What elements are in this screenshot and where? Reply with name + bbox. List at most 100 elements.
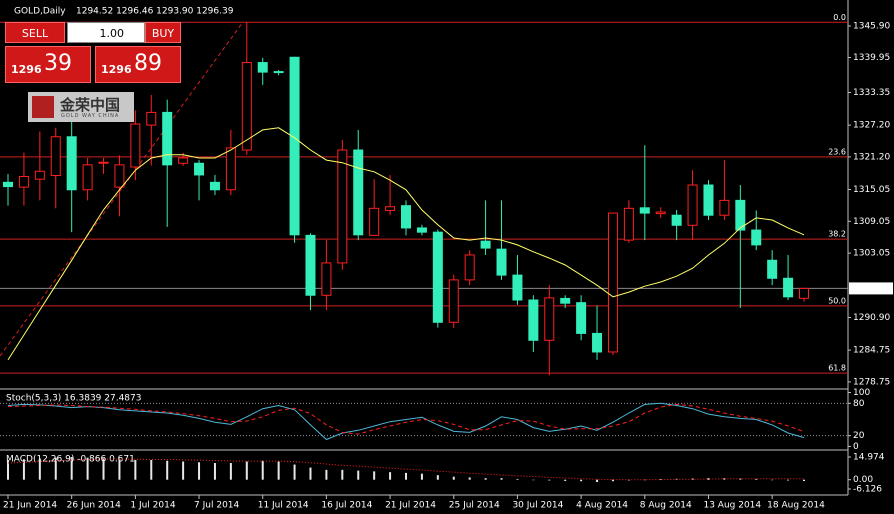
candle-body — [687, 184, 698, 226]
candle-body — [592, 332, 603, 353]
lots-input[interactable]: 1.00 — [67, 22, 145, 43]
macd-bar — [229, 463, 232, 480]
macd-bar — [787, 479, 790, 481]
candle-body — [512, 274, 523, 301]
candle-body — [607, 212, 618, 353]
ask-price[interactable]: 1296 89 — [95, 46, 181, 83]
y-tick-label: 0 — [853, 442, 859, 452]
candle-body — [146, 111, 157, 126]
macd-bar — [86, 457, 89, 480]
y-tick-label: -6.126 — [853, 485, 882, 495]
x-tick-label: 13 Aug 2014 — [703, 501, 761, 511]
macd-bar — [500, 478, 503, 480]
x-tick-label: 21 Jul 2014 — [385, 501, 436, 511]
macd-bar — [309, 467, 312, 480]
fib-label: 61.8 — [828, 364, 846, 373]
logo: 金荣中国 GOLD WAY CHINA — [28, 92, 134, 122]
candle-body — [50, 136, 61, 176]
macd-bar — [468, 477, 471, 480]
macd-bar — [373, 471, 376, 480]
candle-body — [655, 211, 666, 215]
macd-bar — [389, 472, 392, 480]
candle-body — [544, 297, 555, 341]
ask-small: 89 — [134, 51, 162, 76]
fib-label: 23.6 — [828, 147, 846, 156]
candle-body — [82, 164, 93, 191]
y-tick-label: 1284.75 — [853, 346, 890, 356]
macd-bar — [182, 461, 185, 480]
y-tick-label: 1290.90 — [853, 313, 890, 323]
candle-body — [576, 302, 587, 334]
macd-bar — [70, 457, 73, 480]
macd-bar — [564, 479, 567, 481]
fib-label: 50.0 — [828, 296, 846, 305]
candle-body — [34, 170, 45, 180]
candle-body — [209, 181, 220, 191]
x-tick-label: 4 Aug 2014 — [576, 501, 628, 511]
macd-bar — [643, 479, 646, 481]
stoch-title: Stoch(5,3,3) 16.3839 27.4873 — [6, 394, 141, 404]
macd-bar — [436, 475, 439, 480]
macd-bar — [38, 458, 41, 480]
bid-price[interactable]: 1296 39 — [5, 46, 91, 83]
macd-bar — [659, 478, 662, 480]
y-tick-label: 1303.05 — [853, 249, 890, 259]
candle-body — [783, 277, 794, 298]
macd-bar — [484, 478, 487, 480]
x-tick-label: 30 Jul 2014 — [512, 501, 563, 511]
candle-body — [353, 149, 364, 236]
macd-bar — [596, 479, 599, 482]
candle-body — [385, 206, 396, 211]
buy-button[interactable]: BUY — [145, 22, 181, 43]
candle-body — [289, 56, 300, 236]
sell-button[interactable]: SELL — [5, 22, 65, 43]
candle-body — [560, 297, 571, 304]
x-tick-label: 1 Jul 2014 — [130, 501, 175, 511]
macd-bar — [691, 478, 694, 480]
macd-bar — [803, 479, 805, 482]
stoch-line — [7, 402, 805, 441]
macd-signal — [7, 458, 804, 481]
x-tick-label: 7 Jul 2014 — [194, 501, 239, 511]
macd-bar — [516, 478, 519, 480]
bid-big: 1296 — [11, 63, 42, 76]
candle-body — [735, 199, 746, 231]
x-tick-label: 21 Jun 2014 — [3, 501, 57, 511]
x-tick-label: 25 Jul 2014 — [449, 501, 500, 511]
candle-body — [98, 161, 109, 164]
macd-bar — [134, 459, 137, 480]
stoch-line — [7, 403, 805, 435]
macd-bar — [420, 473, 423, 480]
y-tick-label: 1315.05 — [853, 185, 890, 195]
macd-bar — [277, 461, 280, 480]
candle-body — [703, 184, 714, 216]
macd-bar — [325, 469, 328, 480]
candle-body — [3, 181, 13, 188]
candle-body — [639, 207, 650, 214]
candle-body — [241, 62, 252, 151]
macd-bar — [755, 478, 758, 480]
y-tick-label: 80 — [853, 399, 865, 409]
candle-body — [496, 248, 507, 276]
candle-body — [767, 259, 778, 279]
y-tick-label: 1345.90 — [853, 21, 890, 31]
candle-body — [751, 229, 762, 246]
candle-body — [130, 123, 141, 168]
quote: 1294.52 1296.46 1293.90 1296.39 — [76, 7, 234, 17]
macd-bar — [357, 470, 360, 480]
macd-bar — [293, 464, 296, 480]
candle-body — [416, 227, 427, 233]
x-tick-label: 8 Aug 2014 — [640, 501, 692, 511]
macd-bar — [548, 479, 551, 481]
candle-body — [273, 71, 284, 74]
y-tick-label: 20 — [853, 431, 865, 441]
candle-body — [194, 162, 205, 176]
macd-bar — [22, 459, 25, 480]
macd-bar — [611, 479, 614, 482]
candle-body — [178, 157, 189, 164]
y-tick-label: 1327.20 — [853, 121, 890, 131]
x-tick-label: 26 Jun 2014 — [67, 501, 121, 511]
fib-label: 38.2 — [828, 230, 846, 239]
